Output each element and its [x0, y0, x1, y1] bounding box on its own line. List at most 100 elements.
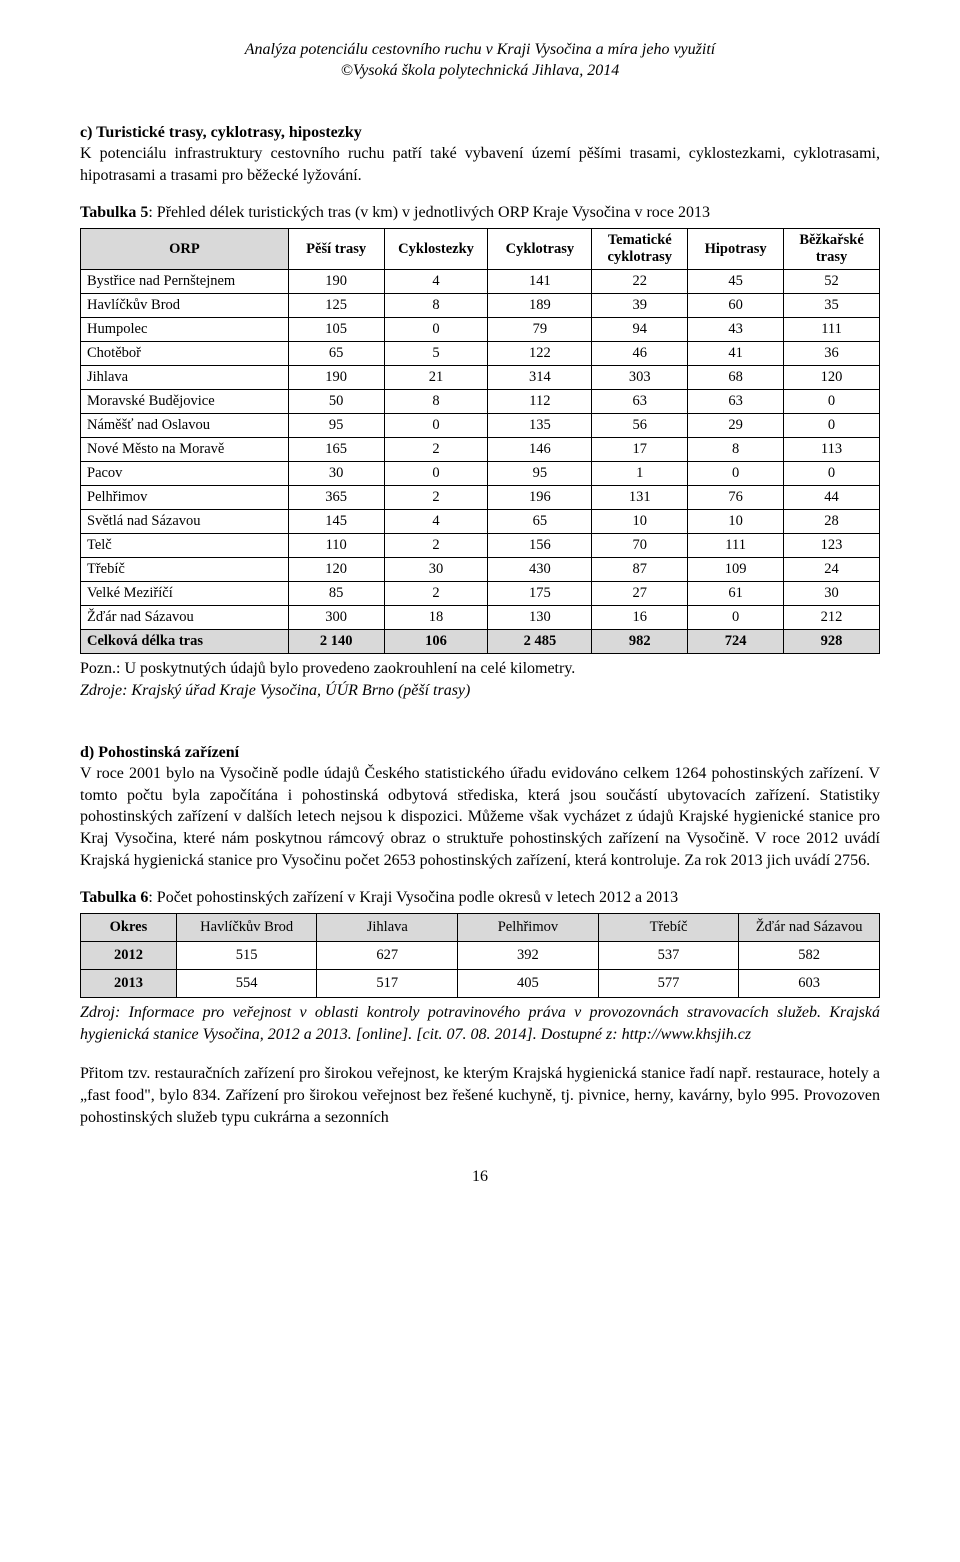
table5-total-label: Celková délka tras — [81, 630, 289, 654]
table5-row: Žďár nad Sázavou30018130160212 — [81, 606, 880, 630]
closing-p1: Přitom tzv. restauračních zařízení pro š… — [80, 1063, 880, 1128]
table5-cell: 65 — [488, 510, 592, 534]
table6-source: Zdroj: Informace pro veřejnost v oblasti… — [80, 1002, 880, 1045]
table5-cell: 110 — [288, 534, 384, 558]
table5-row-label: Velké Meziříčí — [81, 582, 289, 606]
table5-cell: 2 — [384, 534, 488, 558]
table5-cell: 165 — [288, 438, 384, 462]
t6-r1-v1: 517 — [317, 970, 458, 998]
table5-cell: 41 — [688, 342, 784, 366]
table5-cell: 300 — [288, 606, 384, 630]
t6-r1-v0: 554 — [176, 970, 317, 998]
table5-row-label: Pelhřimov — [81, 486, 289, 510]
table5-h6: Běžkařské trasy — [784, 229, 880, 270]
table5-cell: 87 — [592, 558, 688, 582]
table5-h2: Cyklostezky — [384, 229, 488, 270]
table5-cell: 2 — [384, 582, 488, 606]
table5-cell: 79 — [488, 318, 592, 342]
table5-cell: 30 — [288, 462, 384, 486]
table5-cell: 43 — [688, 318, 784, 342]
table5-caption: Tabulka 5: Přehled délek turistických tr… — [80, 204, 880, 222]
section-d: d) Pohostinská zařízení V roce 2001 bylo… — [80, 742, 880, 872]
table5-cell: 22 — [592, 270, 688, 294]
table5-cell: 2 — [384, 438, 488, 462]
table5-cell: 190 — [288, 270, 384, 294]
table5-row-label: Nové Město na Moravě — [81, 438, 289, 462]
t6-h4: Třebíč — [598, 914, 739, 942]
table5-cell: 122 — [488, 342, 592, 366]
page-header: Analýza potenciálu cestovního ruchu v Kr… — [80, 40, 880, 82]
t6-h5: Žďár nad Sázavou — [739, 914, 880, 942]
table5-caption-rest: : Přehled délek turistických tras (v km)… — [148, 204, 710, 221]
table5-cell: 76 — [688, 486, 784, 510]
table5-cell: 95 — [488, 462, 592, 486]
table5-total-v3: 982 — [592, 630, 688, 654]
table5-row: Moravské Budějovice50811263630 — [81, 390, 880, 414]
table5-row: Pelhřimov36521961317644 — [81, 486, 880, 510]
t6-h1: Havlíčkův Brod — [176, 914, 317, 942]
table6-row-2012: 2012 515 627 392 537 582 — [81, 942, 880, 970]
table5-total-v4: 724 — [688, 630, 784, 654]
table5-cell: 303 — [592, 366, 688, 390]
table5-cell: 61 — [688, 582, 784, 606]
table5-cell: 4 — [384, 270, 488, 294]
table5-row-label: Náměšť nad Oslavou — [81, 414, 289, 438]
table5-cell: 120 — [784, 366, 880, 390]
table5-cell: 314 — [488, 366, 592, 390]
table5-cell: 52 — [784, 270, 880, 294]
table5-row: Náměšť nad Oslavou95013556290 — [81, 414, 880, 438]
table5-cell: 0 — [384, 414, 488, 438]
table5-row-label: Jihlava — [81, 366, 289, 390]
table5-caption-bold: Tabulka 5 — [80, 204, 148, 221]
table6-header-row: Okres Havlíčkův Brod Jihlava Pelhřimov T… — [81, 914, 880, 942]
table5-cell: 430 — [488, 558, 592, 582]
section-c-paragraph: K potenciálu infrastruktury cestovního r… — [80, 145, 880, 184]
table5-cell: 46 — [592, 342, 688, 366]
table5-cell: 56 — [592, 414, 688, 438]
table5-row: Nové Město na Moravě1652146178113 — [81, 438, 880, 462]
table5: ORP Pěší trasy Cyklostezky Cyklotrasy Te… — [80, 228, 880, 654]
table5-total-v0: 2 140 — [288, 630, 384, 654]
table5-cell: 0 — [784, 390, 880, 414]
table5-cell: 109 — [688, 558, 784, 582]
table5-cell: 130 — [488, 606, 592, 630]
table5-cell: 8 — [384, 390, 488, 414]
table5-cell: 190 — [288, 366, 384, 390]
table5-row-label: Žďár nad Sázavou — [81, 606, 289, 630]
table5-cell: 18 — [384, 606, 488, 630]
t6-r1-v3: 577 — [598, 970, 739, 998]
table5-cell: 0 — [688, 606, 784, 630]
table5-row-label: Pacov — [81, 462, 289, 486]
t6-h2: Jihlava — [317, 914, 458, 942]
header-line2: ©Vysoká škola polytechnická Jihlava, 201… — [341, 62, 620, 79]
table5-cell: 125 — [288, 294, 384, 318]
table5-cell: 44 — [784, 486, 880, 510]
header-line1: Analýza potenciálu cestovního ruchu v Kr… — [245, 41, 715, 58]
table5-row: Telč110215670111123 — [81, 534, 880, 558]
table5-row-label: Bystřice nad Pernštejnem — [81, 270, 289, 294]
table5-cell: 105 — [288, 318, 384, 342]
table5-row: Velké Meziříčí852175276130 — [81, 582, 880, 606]
table5-cell: 50 — [288, 390, 384, 414]
table5-cell: 70 — [592, 534, 688, 558]
table5-cell: 68 — [688, 366, 784, 390]
table5-cell: 17 — [592, 438, 688, 462]
page-number: 16 — [80, 1168, 880, 1186]
table5-cell: 10 — [592, 510, 688, 534]
table5-cell: 111 — [688, 534, 784, 558]
table5-cell: 60 — [688, 294, 784, 318]
table5-cell: 131 — [592, 486, 688, 510]
table5-cell: 111 — [784, 318, 880, 342]
table5-h3: Cyklotrasy — [488, 229, 592, 270]
table5-cell: 36 — [784, 342, 880, 366]
table5-row: Třebíč120304308710924 — [81, 558, 880, 582]
table5-row: Pacov30095100 — [81, 462, 880, 486]
table6-caption-bold: Tabulka 6 — [80, 889, 148, 906]
table6-caption: Tabulka 6: Počet pohostinských zařízení … — [80, 889, 880, 907]
table5-total-row: Celková délka tras 2 140 106 2 485 982 7… — [81, 630, 880, 654]
table5-cell: 27 — [592, 582, 688, 606]
table5-source: Zdroje: Krajský úřad Kraje Vysočina, ÚÚR… — [80, 680, 880, 702]
table5-total-v2: 2 485 — [488, 630, 592, 654]
table5-cell: 135 — [488, 414, 592, 438]
table5-h0: ORP — [81, 229, 289, 270]
